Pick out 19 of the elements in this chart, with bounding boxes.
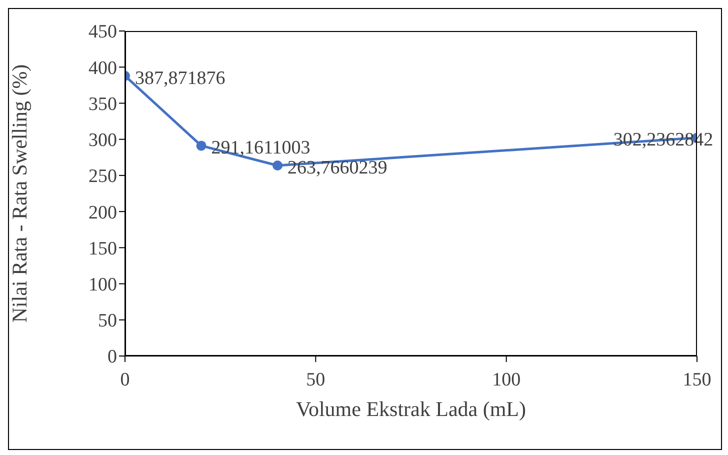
x-tick-label: 150 — [682, 369, 712, 390]
y-tick-label: 350 — [88, 94, 117, 115]
data-label: 387,871876 — [135, 68, 226, 89]
x-tick-label: 50 — [306, 369, 326, 390]
data-label: 263,7660239 — [288, 158, 388, 178]
y-tick-label: 50 — [98, 310, 117, 332]
x-tick-label: 0 — [120, 369, 130, 390]
y-tick-label: 250 — [88, 166, 117, 188]
y-tick-label: 0 — [108, 346, 117, 368]
y-tick-label: 300 — [88, 130, 117, 152]
y-tick-label: 150 — [88, 238, 117, 260]
x-axis-title: Volume Ekstrak Lada (mL) — [296, 397, 526, 421]
data-label: 291,1611003 — [211, 138, 310, 159]
y-axis-title: Nilai Rata - Rata Swelling (%) — [7, 64, 32, 323]
y-tick-label: 400 — [88, 58, 117, 79]
x-tick-label: 100 — [492, 369, 521, 390]
y-tick-label: 200 — [88, 202, 117, 224]
y-tick-label: 450 — [88, 22, 117, 43]
y-tick-label: 100 — [88, 274, 117, 296]
